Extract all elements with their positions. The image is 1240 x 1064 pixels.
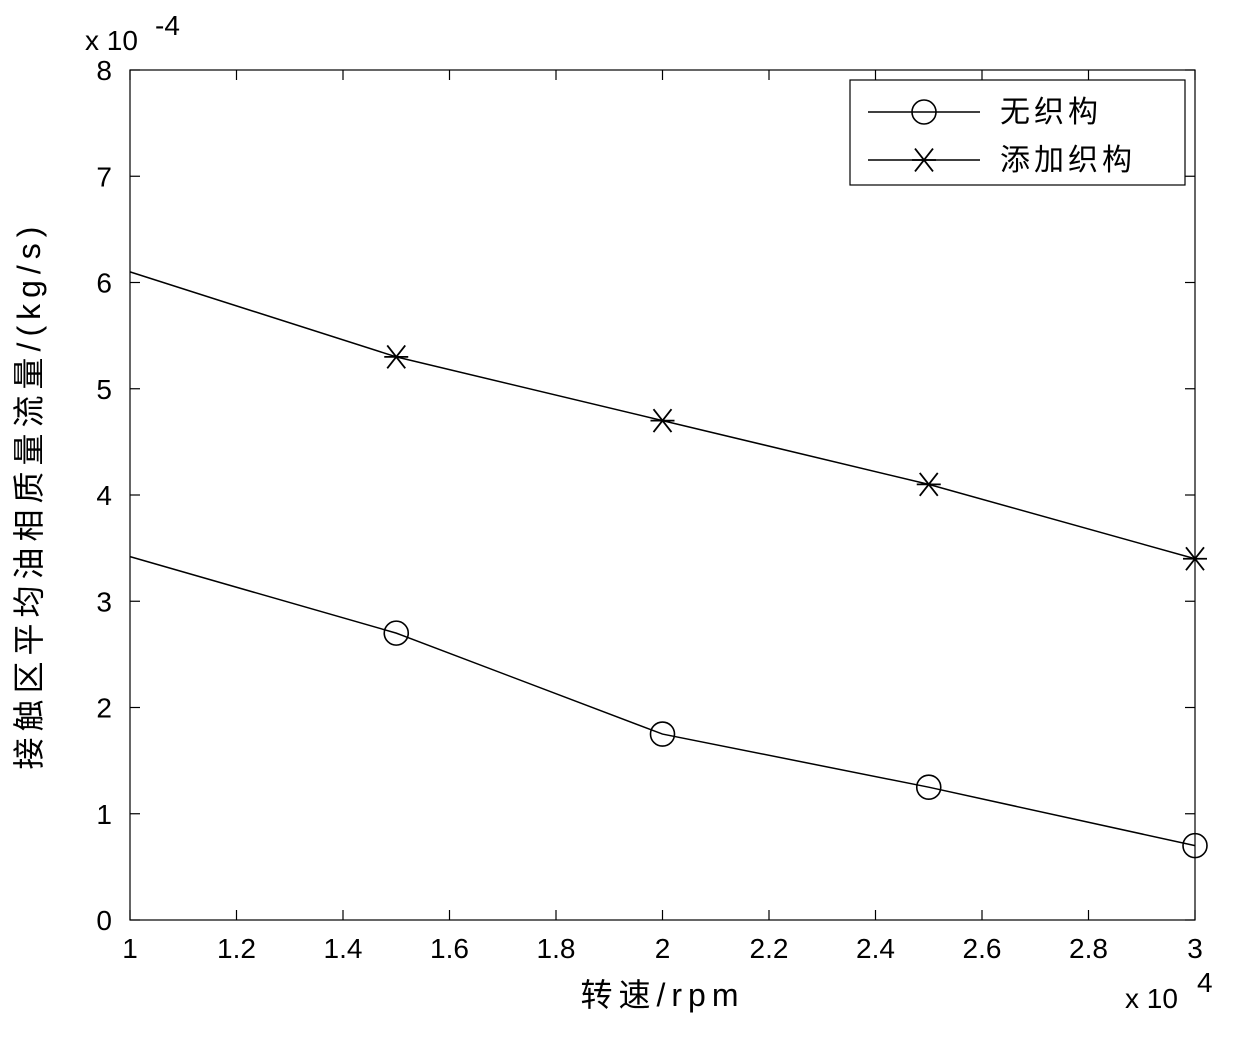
chart-svg: 01234567811.21.41.61.822.22.42.62.83x 10… (0, 0, 1240, 1064)
xtick-label: 1 (122, 933, 138, 964)
svg-text:-4: -4 (155, 10, 180, 41)
ytick-label: 6 (96, 268, 112, 299)
xtick-label: 2.2 (750, 933, 789, 964)
legend-label: 无织构 (1000, 96, 1102, 129)
ytick-label: 3 (96, 586, 112, 617)
ytick-label: 5 (96, 374, 112, 405)
xtick-label: 1.2 (217, 933, 256, 964)
ytick-label: 7 (96, 161, 112, 192)
legend: 无织构添加织构 (850, 80, 1185, 185)
svg-text:x 10: x 10 (1125, 983, 1178, 1014)
xtick-label: 1.4 (324, 933, 363, 964)
y-exponent: x 10 -4 (85, 10, 180, 56)
legend-label: 添加织构 (1000, 144, 1136, 177)
plot-box (130, 70, 1195, 920)
svg-text:4: 4 (1197, 967, 1213, 998)
x-exponent: x 10 4 (1125, 967, 1213, 1014)
xtick-label: 2.4 (856, 933, 895, 964)
xtick-label: 2.6 (963, 933, 1002, 964)
ytick-label: 4 (96, 480, 112, 511)
xtick-label: 1.6 (430, 933, 469, 964)
xtick-label: 1.8 (537, 933, 576, 964)
chart-root: 01234567811.21.41.61.822.22.42.62.83x 10… (0, 0, 1240, 1064)
xtick-label: 2.8 (1069, 933, 1108, 964)
xtick-label: 2 (655, 933, 671, 964)
svg-text:x 10: x 10 (85, 25, 138, 56)
ytick-label: 2 (96, 693, 112, 724)
x-axis-label: 转速/rpm (580, 977, 744, 1013)
ytick-label: 1 (96, 799, 112, 830)
y-axis-label: 接触区平均油相质量流量/(kg/s) (11, 221, 47, 770)
ytick-label: 8 (96, 55, 112, 86)
xtick-label: 3 (1187, 933, 1203, 964)
ytick-label: 0 (96, 905, 112, 936)
